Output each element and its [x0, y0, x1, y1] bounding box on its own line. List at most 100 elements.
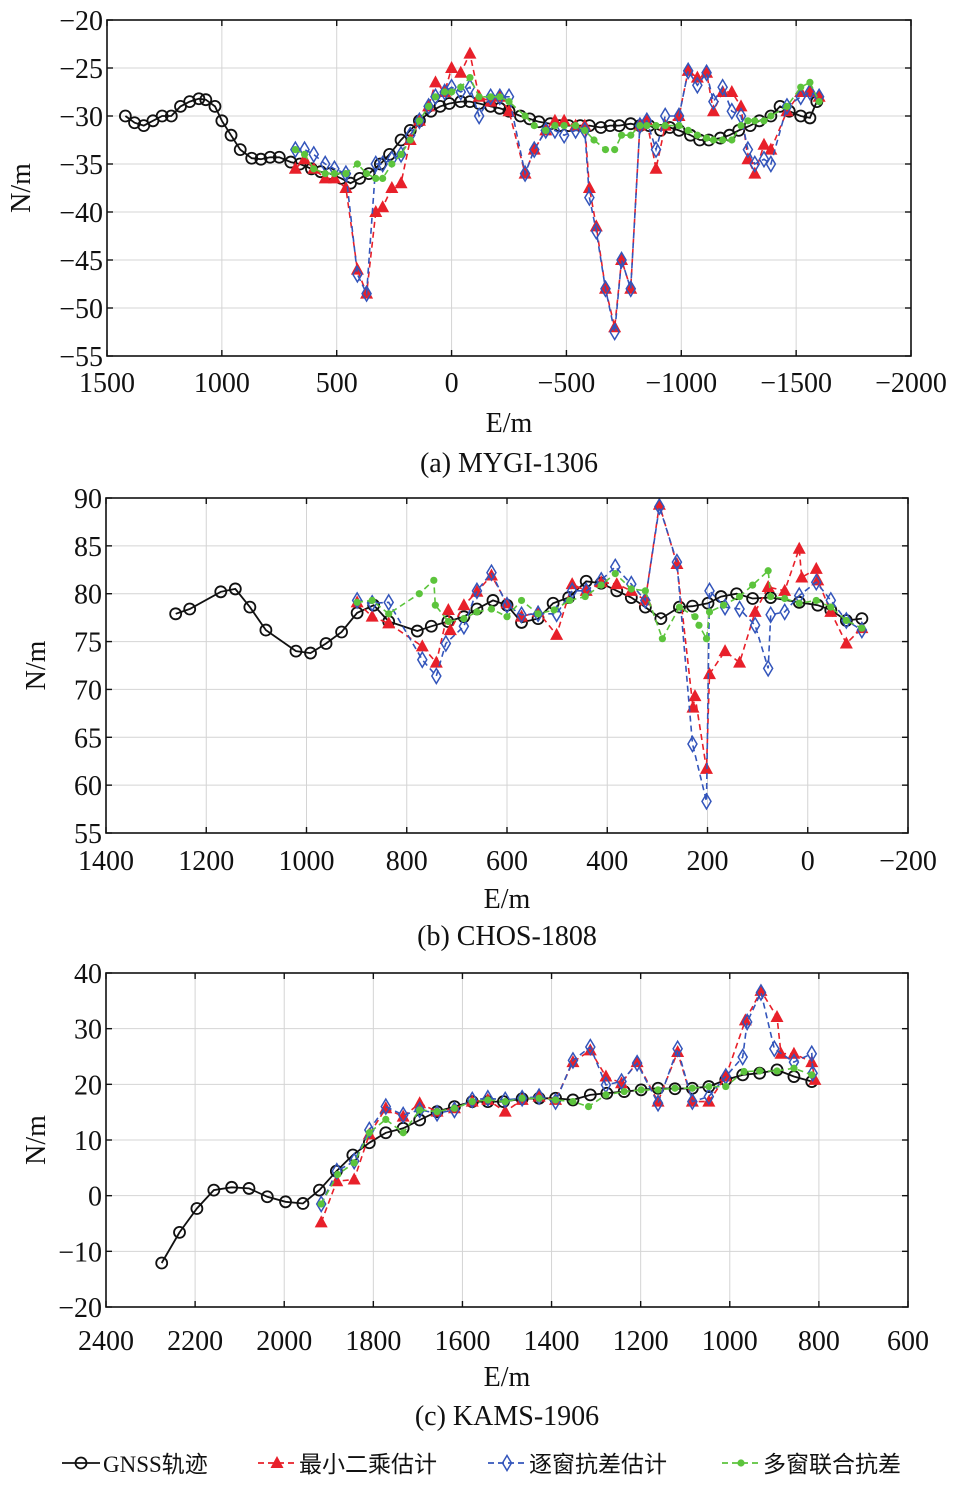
subplot-caption: (c) KAMS-1906 [415, 1401, 599, 1432]
subplot-caption: (b) CHOS-1808 [417, 921, 597, 952]
data-point-robust [331, 1162, 343, 1181]
data-point-robust [779, 602, 791, 621]
data-point-robust [795, 87, 807, 106]
data-point-gnss [410, 624, 424, 638]
data-point-multi [334, 1170, 342, 1179]
data-point-ls [394, 176, 408, 189]
data-point-robust [652, 1094, 664, 1113]
data-point-robust [631, 1054, 643, 1073]
data-point-ls [318, 171, 332, 184]
data-point-multi [611, 146, 619, 154]
data-point-gnss [263, 150, 277, 164]
data-point-multi [441, 88, 449, 96]
data-point-robust [363, 1121, 375, 1139]
data-point-multi [744, 117, 752, 125]
x-tick-label: −1500 [760, 368, 832, 399]
data-point-multi [764, 567, 772, 575]
data-point-gnss [284, 155, 298, 169]
data-point-robust [704, 581, 715, 600]
y-tick-label: 10 [74, 1126, 102, 1157]
data-point-multi [382, 1115, 390, 1124]
x-tick-label: 1600 [434, 1326, 490, 1357]
data-point-multi [641, 587, 649, 595]
x-tick-label: 1400 [524, 1326, 580, 1357]
y-tick-label: 20 [74, 1070, 102, 1101]
data-point-robust [352, 265, 363, 284]
data-point-robust [807, 1064, 819, 1083]
data-point-multi [767, 592, 775, 601]
data-point-multi [705, 1082, 713, 1091]
data-point-multi [503, 613, 511, 621]
data-point-multi [740, 1067, 748, 1076]
data-point-gnss [208, 100, 222, 113]
data-point-multi [310, 165, 318, 173]
data-point-robust [370, 155, 382, 173]
data-point-robust [734, 600, 745, 618]
data-point-multi [542, 126, 550, 134]
data-point-multi [695, 621, 703, 629]
x-axis-label: E/m [484, 1362, 531, 1393]
data-point-multi [675, 122, 683, 130]
data-point-multi [406, 136, 414, 144]
y-tick-label: −25 [59, 54, 103, 85]
data-point-multi [693, 131, 701, 139]
data-point-multi [475, 93, 483, 101]
legend-marker-diamond [501, 1454, 513, 1472]
data-point-robust [308, 145, 320, 164]
x-tick-label: −500 [538, 368, 596, 399]
data-point-multi [530, 122, 538, 130]
data-point-multi [505, 98, 513, 106]
data-point-ls [347, 1172, 361, 1185]
data-point-ls [778, 583, 792, 596]
data-point-gnss [454, 95, 468, 108]
data-point-ls [702, 1094, 716, 1107]
legend-label: 逐窗抗差估计 [529, 1452, 667, 1477]
x-tick-label: 1000 [702, 1326, 758, 1357]
data-point-multi [751, 117, 759, 125]
data-point-multi [590, 136, 598, 144]
x-tick-label: 200 [687, 846, 729, 877]
data-point-multi [737, 122, 745, 130]
data-point-multi [781, 594, 789, 603]
data-point-robust [703, 1087, 715, 1106]
data-point-multi [362, 170, 371, 178]
legend-marker-dot [737, 1459, 745, 1467]
data-point-multi [773, 1067, 781, 1075]
x-tick-label: 2200 [167, 1326, 223, 1357]
data-point-multi [675, 603, 684, 611]
y-axis-label: N/m [21, 1115, 52, 1165]
data-point-robust [414, 111, 425, 130]
data-point-multi [342, 170, 350, 178]
data-point-ls [757, 137, 771, 150]
data-point-ls [441, 602, 455, 615]
data-point-gnss [155, 1256, 169, 1270]
data-point-multi [379, 174, 387, 182]
data-point-robust [501, 596, 513, 615]
data-point-ls [369, 205, 383, 217]
data-point-multi [688, 1084, 696, 1092]
data-point-ls [824, 604, 838, 617]
data-point-gnss [373, 157, 387, 171]
data-point-ls [839, 636, 853, 649]
data-point-ls [651, 1094, 665, 1107]
data-point-multi [617, 131, 626, 139]
data-point-gnss [319, 637, 333, 650]
data-point-multi [560, 122, 568, 130]
x-tick-label: 800 [798, 1326, 840, 1357]
data-point-multi [808, 1071, 816, 1079]
data-point-gnss [190, 1202, 204, 1215]
data-point-multi [684, 126, 692, 134]
data-point-ls [365, 609, 379, 622]
data-point-robust [348, 1152, 360, 1171]
data-point-ls [734, 99, 748, 112]
data-point-multi [858, 624, 866, 632]
data-point-robust [682, 61, 694, 80]
data-point-ls [445, 61, 459, 73]
data-point-gnss [686, 599, 699, 613]
data-point-gnss [259, 623, 273, 637]
data-point-gnss [289, 644, 303, 658]
x-tick-label: 1400 [78, 846, 134, 877]
x-tick-label: 1200 [178, 846, 234, 877]
data-point-multi [827, 603, 835, 611]
data-point-ls [748, 604, 762, 617]
